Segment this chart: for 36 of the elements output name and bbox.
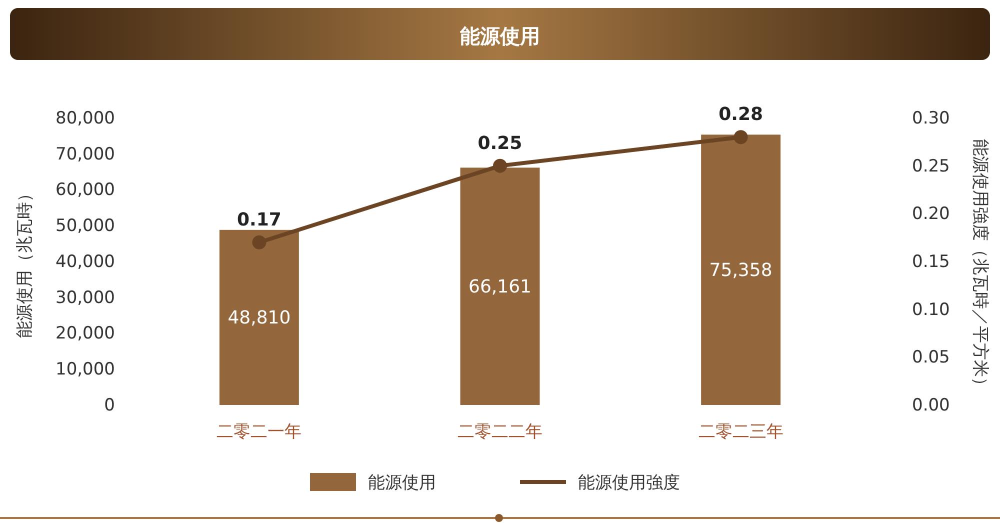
y-axis-title: 能源使用（兆瓦時） xyxy=(15,185,35,338)
y2-tick-label: 0.25 xyxy=(912,156,950,176)
y-tick-label: 30,000 xyxy=(56,288,115,308)
legend-label: 能源使用 xyxy=(368,473,436,493)
chart-title: 能源使用 xyxy=(460,24,540,48)
point xyxy=(734,130,748,144)
y2-axis-title: 能源使用強度（兆瓦時／平方米） xyxy=(970,139,990,394)
y2-tick-label: 0.05 xyxy=(912,348,950,368)
data-label: 0.28 xyxy=(718,104,764,126)
point xyxy=(252,235,266,250)
bar xyxy=(701,134,781,405)
y-tick-label: 50,000 xyxy=(56,216,115,236)
bar xyxy=(219,230,299,405)
y-tick-label: 70,000 xyxy=(56,144,115,164)
data-label: 0.17 xyxy=(236,209,282,230)
y-tick-label: 60,000 xyxy=(56,180,115,200)
data-label: 66,161 xyxy=(468,276,532,298)
y-tick-label: 40,000 xyxy=(56,252,115,272)
data-label: 0.25 xyxy=(478,132,522,154)
y2-tick-label: 0.30 xyxy=(912,108,950,128)
y-tick-label: 0 xyxy=(104,395,115,416)
y2-tick-label: 0.15 xyxy=(912,252,950,272)
data-label: 48,810 xyxy=(228,307,291,328)
x-tick-label: 二零二二年 xyxy=(458,422,542,442)
x-tick-label: 二零二一年 xyxy=(216,422,302,442)
y-tick-label: 10,000 xyxy=(56,360,115,380)
y2-tick-label: 0.00 xyxy=(912,395,950,416)
legend-label: 能源使用強度 xyxy=(578,473,680,493)
y2-tick-label: 0.20 xyxy=(912,204,950,224)
y-tick-label: 20,000 xyxy=(56,324,115,344)
x-tick-label: 二零二三年 xyxy=(698,422,784,442)
point xyxy=(493,158,507,173)
y-tick-label: 80,000 xyxy=(56,108,115,128)
y2-tick-label: 0.10 xyxy=(912,300,950,320)
bar xyxy=(460,168,540,405)
data-label: 75,358 xyxy=(709,260,772,281)
